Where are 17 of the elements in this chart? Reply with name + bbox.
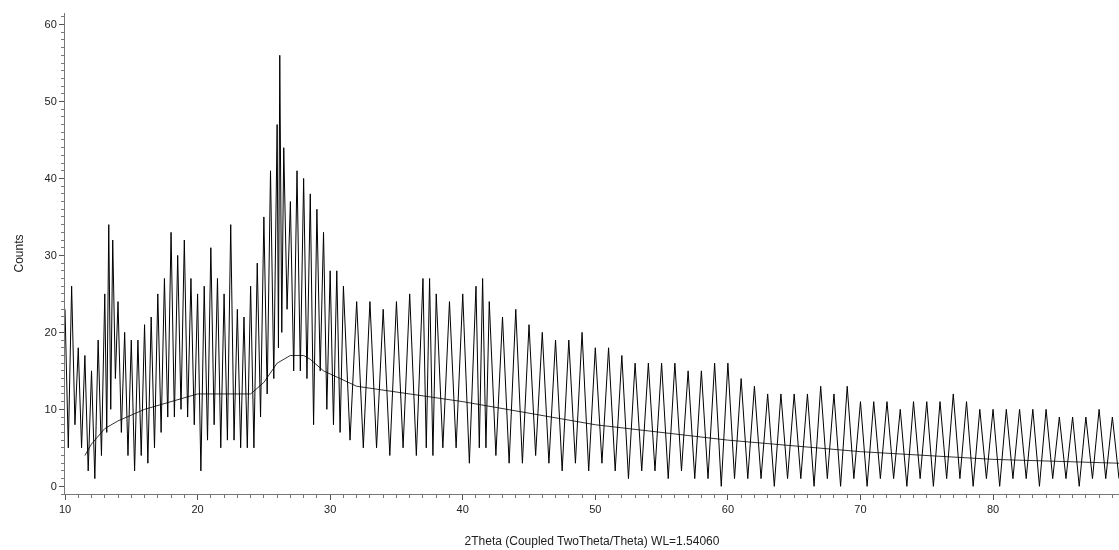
x-tick-label: 60 (721, 503, 735, 516)
y-tick-label: 60 (44, 18, 57, 31)
y-tick-label: 10 (44, 403, 57, 416)
x-tick-label: 70 (854, 503, 867, 516)
y-tick-label: 40 (44, 172, 57, 185)
y-tick-label: 20 (44, 326, 57, 339)
x-tick-label: 80 (986, 503, 1000, 516)
x-tick-label: 20 (191, 503, 204, 516)
x-tick-label: 10 (58, 503, 72, 516)
x-tick-label: 50 (589, 503, 602, 516)
y-tick-label: 0 (50, 480, 57, 493)
y-tick-label: 30 (44, 249, 57, 262)
y-tick-label: 50 (44, 95, 57, 108)
y-axis-title: Counts (11, 234, 26, 273)
x-tick-label: 30 (324, 503, 337, 516)
x-tick-label: 40 (456, 503, 469, 516)
x-axis-title: 2Theta (Coupled TwoTheta/Theta) WL=1.54060 (464, 534, 720, 549)
